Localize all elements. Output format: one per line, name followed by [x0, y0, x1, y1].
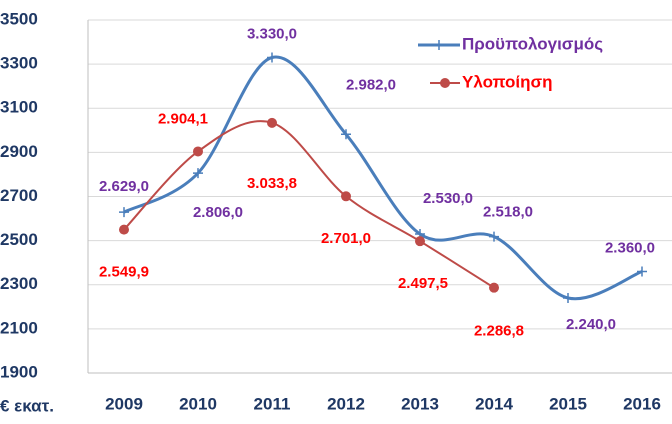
value-label: 3.330,0 — [247, 25, 297, 42]
value-label: 2.240,0 — [566, 316, 616, 333]
marker — [489, 231, 499, 242]
series-line — [123, 120, 495, 289]
y-tick-label: 3500 — [0, 9, 38, 28]
marker — [489, 282, 499, 293]
y-tick-label: 2100 — [0, 318, 38, 337]
legend-label: Προϋπολογισμός — [462, 34, 603, 53]
marker — [267, 52, 277, 63]
legend-label: Υλοποίηση — [462, 72, 553, 91]
marker — [341, 191, 351, 202]
y-tick-label: 2300 — [0, 274, 38, 293]
marker — [193, 168, 203, 179]
value-label: 2.629,0 — [99, 178, 149, 195]
marker — [415, 236, 425, 247]
legend-marker — [434, 40, 444, 50]
value-label: 2.497,5 — [398, 275, 448, 292]
y-tick-label: 3100 — [0, 98, 38, 117]
value-label: 2.701,0 — [321, 230, 371, 247]
x-tick-label: 2010 — [179, 394, 217, 413]
x-tick-label: 2011 — [254, 394, 291, 413]
y-tick-label: 2700 — [0, 186, 38, 205]
marker — [341, 129, 351, 140]
y-tick-label: 2900 — [0, 142, 38, 161]
value-label: 2.360,0 — [605, 239, 655, 256]
value-label: 2.549,9 — [99, 264, 149, 281]
value-label: 2.286,8 — [474, 323, 524, 340]
x-tick-label: 2015 — [549, 394, 587, 413]
value-label: 2.904,1 — [158, 110, 208, 127]
x-tick-label: 2009 — [105, 394, 143, 413]
x-tick-label: 2013 — [401, 394, 439, 413]
x-tick-label: 2014 — [475, 394, 513, 413]
marker — [267, 117, 277, 128]
x-tick-label: 2012 — [327, 394, 365, 413]
marker — [119, 207, 129, 218]
y-tick-label: 2500 — [0, 230, 38, 249]
marker — [563, 292, 573, 303]
value-label: 2.518,0 — [483, 204, 533, 221]
value-label: 2.982,0 — [346, 76, 396, 93]
marker — [119, 224, 129, 235]
legend-marker — [440, 78, 450, 88]
value-label: 3.033,8 — [247, 175, 297, 192]
y-tick-label: 1900 — [0, 362, 38, 381]
value-label: 2.806,0 — [193, 204, 243, 221]
y-tick-label: 3300 — [0, 54, 38, 73]
x-tick-label: 2016 — [623, 394, 661, 413]
series-line — [123, 55, 643, 301]
value-label: 2.530,0 — [423, 190, 473, 207]
y-axis-label: € εκατ. — [0, 396, 54, 415]
marker — [193, 146, 203, 157]
marker — [637, 266, 647, 277]
